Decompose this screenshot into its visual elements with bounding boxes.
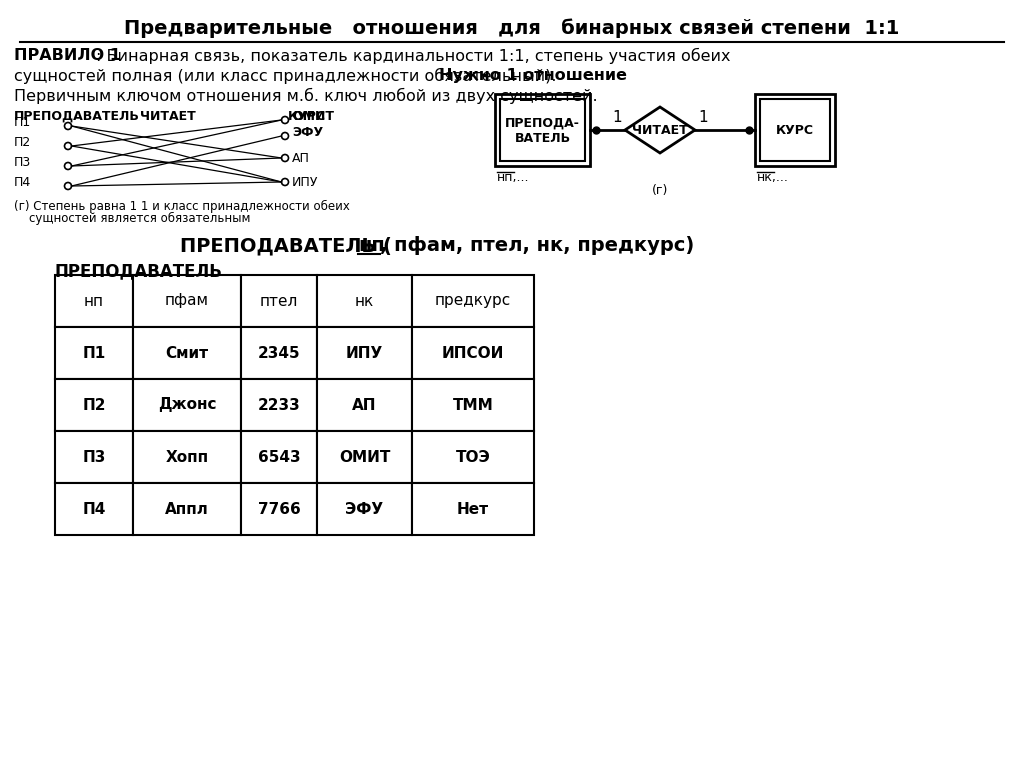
Bar bbox=[500, 99, 585, 161]
Text: Аппл: Аппл bbox=[165, 502, 209, 517]
Text: нп: нп bbox=[358, 236, 385, 255]
Bar bbox=[412, 431, 534, 483]
Text: ОМИТ: ОМИТ bbox=[292, 111, 334, 124]
Text: .: . bbox=[589, 68, 594, 83]
Bar bbox=[317, 431, 412, 483]
Text: П3: П3 bbox=[82, 449, 105, 465]
Bar bbox=[241, 379, 317, 431]
Bar bbox=[755, 94, 835, 166]
Text: 2233: 2233 bbox=[258, 398, 300, 412]
Text: 6543: 6543 bbox=[258, 449, 300, 465]
Text: АП: АП bbox=[352, 398, 377, 412]
Bar bbox=[55, 483, 133, 535]
Text: ПРЕПОДАВАТЕЛЬ (: ПРЕПОДАВАТЕЛЬ ( bbox=[180, 236, 392, 255]
Bar bbox=[241, 275, 317, 327]
Bar bbox=[133, 483, 241, 535]
Text: Смит: Смит bbox=[166, 346, 209, 360]
Text: ИПУ: ИПУ bbox=[292, 176, 318, 188]
Text: нп: нп bbox=[84, 293, 104, 309]
Bar bbox=[412, 275, 534, 327]
Text: Нужно 1 отношение: Нужно 1 отношение bbox=[439, 68, 627, 83]
Bar bbox=[495, 94, 590, 166]
Text: ТММ: ТММ bbox=[453, 398, 494, 412]
Text: нк,...: нк,... bbox=[757, 171, 788, 184]
Text: птел: птел bbox=[260, 293, 298, 309]
Text: П2: П2 bbox=[82, 398, 105, 412]
Text: Хопп: Хопп bbox=[166, 449, 209, 465]
Text: ТОЭ: ТОЭ bbox=[456, 449, 490, 465]
Text: Джонс: Джонс bbox=[158, 398, 216, 412]
Text: (г) Степень равна 1 1 и класс принадлежности обеих: (г) Степень равна 1 1 и класс принадлежн… bbox=[14, 200, 350, 213]
Text: ПРЕПОДА-: ПРЕПОДА- bbox=[505, 117, 580, 130]
Bar bbox=[55, 431, 133, 483]
Bar bbox=[412, 483, 534, 535]
Text: (г): (г) bbox=[652, 184, 669, 197]
Text: ОМИТ: ОМИТ bbox=[339, 449, 390, 465]
Text: ЧИТАЕТ: ЧИТАЕТ bbox=[632, 124, 688, 137]
Text: пфам: пфам bbox=[165, 293, 209, 309]
Text: Нет: Нет bbox=[457, 502, 489, 517]
Text: : Бинарная связь, показатель кардинальности 1:1, степень участия обеих: : Бинарная связь, показатель кардинально… bbox=[96, 48, 730, 65]
Text: , пфам, птел, нк, предкурс): , пфам, птел, нк, предкурс) bbox=[380, 236, 694, 255]
Bar bbox=[133, 327, 241, 379]
Text: П4: П4 bbox=[82, 502, 105, 517]
Text: сущностей является обязательным: сущностей является обязательным bbox=[14, 212, 251, 225]
Text: ПРЕПОДАВАТЕЛЬ: ПРЕПОДАВАТЕЛЬ bbox=[14, 110, 140, 123]
Text: предкурс: предкурс bbox=[435, 293, 511, 309]
Text: ЧИТАЕТ: ЧИТАЕТ bbox=[140, 110, 196, 123]
Text: КУРС: КУРС bbox=[776, 124, 814, 137]
Text: сущностей полная (или класс принадлежности обязательный).: сущностей полная (или класс принадлежнос… bbox=[14, 68, 561, 84]
Text: КУРС: КУРС bbox=[288, 110, 326, 123]
Text: АП: АП bbox=[292, 151, 310, 164]
Bar bbox=[133, 379, 241, 431]
Bar bbox=[241, 431, 317, 483]
Text: 2345: 2345 bbox=[258, 346, 300, 360]
Bar bbox=[317, 379, 412, 431]
Text: ЭФУ: ЭФУ bbox=[345, 502, 384, 517]
Bar bbox=[317, 275, 412, 327]
Bar bbox=[241, 483, 317, 535]
Polygon shape bbox=[625, 107, 695, 153]
Bar bbox=[412, 379, 534, 431]
Text: Первичным ключом отношения м.б. ключ любой из двух сущностей.: Первичным ключом отношения м.б. ключ люб… bbox=[14, 88, 598, 104]
Bar bbox=[133, 431, 241, 483]
Text: 7766: 7766 bbox=[258, 502, 300, 517]
Text: нп,...: нп,... bbox=[497, 171, 529, 184]
Bar bbox=[317, 483, 412, 535]
Text: ИПСОИ: ИПСОИ bbox=[441, 346, 504, 360]
Text: ЭФУ: ЭФУ bbox=[292, 125, 324, 138]
Text: ПРЕПОДАВАТЕЛЬ: ПРЕПОДАВАТЕЛЬ bbox=[55, 262, 223, 280]
Text: 1: 1 bbox=[698, 110, 708, 125]
Text: П3: П3 bbox=[14, 157, 32, 170]
Text: П2: П2 bbox=[14, 137, 32, 150]
Bar bbox=[55, 275, 133, 327]
Text: П1: П1 bbox=[14, 117, 32, 130]
Text: ВАТЕЛЬ: ВАТЕЛЬ bbox=[514, 131, 570, 144]
Text: П4: П4 bbox=[14, 177, 32, 190]
Bar bbox=[55, 327, 133, 379]
Text: нк: нк bbox=[355, 293, 374, 309]
Text: ПРАВИЛО 1: ПРАВИЛО 1 bbox=[14, 48, 121, 63]
Text: 1: 1 bbox=[612, 110, 622, 125]
Text: Предварительные   отношения   для   бинарных связей степени  1:1: Предварительные отношения для бинарных с… bbox=[124, 18, 900, 38]
Bar bbox=[760, 99, 830, 161]
Text: ИПУ: ИПУ bbox=[346, 346, 383, 360]
Bar bbox=[55, 379, 133, 431]
Bar bbox=[317, 327, 412, 379]
Bar bbox=[241, 327, 317, 379]
Bar bbox=[412, 327, 534, 379]
Text: П1: П1 bbox=[82, 346, 105, 360]
Bar bbox=[133, 275, 241, 327]
